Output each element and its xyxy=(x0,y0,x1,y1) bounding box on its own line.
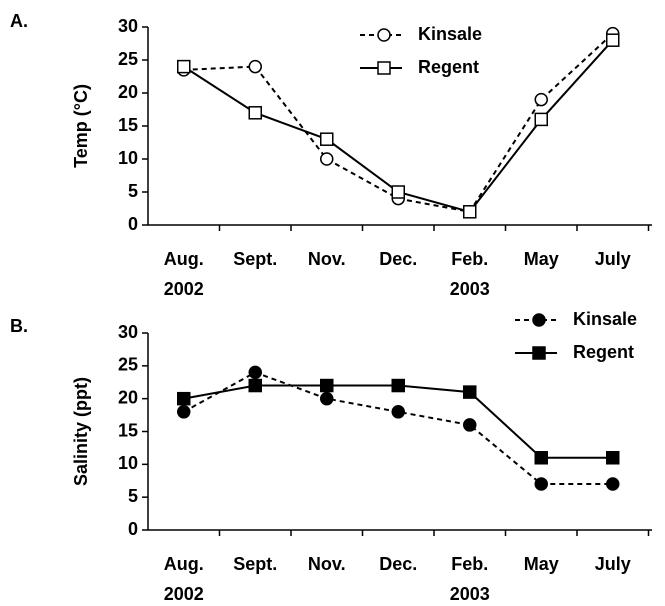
x-tick-label-line: 2003 xyxy=(450,279,490,299)
data-point xyxy=(320,391,334,406)
x-tick-label: May xyxy=(524,249,559,269)
data-point xyxy=(248,59,262,74)
y-tick-label: 30 xyxy=(118,322,138,342)
y-tick-label: 25 xyxy=(118,49,138,69)
y-tick-label: 5 xyxy=(128,486,138,506)
y-tick-label: 0 xyxy=(128,519,138,539)
data-point xyxy=(320,378,334,393)
x-tick-label: May xyxy=(524,554,559,574)
x-tick-label: July xyxy=(595,249,631,269)
y-tick-label: 20 xyxy=(118,82,138,102)
y-tick-label: 20 xyxy=(118,387,138,407)
data-point xyxy=(177,59,191,74)
data-point xyxy=(320,132,334,146)
data-point xyxy=(463,418,477,432)
x-tick-label-line: Aug. xyxy=(164,554,204,574)
x-tick-label: Dec. xyxy=(379,249,417,269)
x-tick-label: July xyxy=(595,554,631,574)
y-tick-label: 10 xyxy=(118,148,138,168)
x-tick-label: Feb. 2003 xyxy=(450,554,490,604)
x-tick-label-line: Aug. xyxy=(164,249,204,269)
x-tick-label-line: 2003 xyxy=(450,584,490,604)
legend-label: Regent xyxy=(418,57,479,77)
y-axis-label: Salinity (ppt) xyxy=(71,377,91,486)
data-point xyxy=(463,205,477,219)
x-tick-label: Feb. 2003 xyxy=(450,249,490,299)
x-tick-label: Nov. xyxy=(308,249,346,269)
data-point xyxy=(606,33,620,47)
data-point xyxy=(391,378,405,393)
data-point xyxy=(534,92,548,107)
data-point xyxy=(177,391,191,406)
data-point xyxy=(177,405,191,419)
x-tick-label-line: 2002 xyxy=(164,584,204,604)
y-tick-label: 25 xyxy=(118,355,138,375)
y-tick-label: 10 xyxy=(118,453,138,473)
data-point xyxy=(463,385,477,399)
data-point xyxy=(534,451,548,465)
x-tick-label-line: Feb. xyxy=(451,249,488,269)
y-tick-label: 30 xyxy=(118,16,138,36)
data-point xyxy=(391,405,405,419)
x-tick-label-line: Feb. xyxy=(451,554,488,574)
x-tick-label: Aug. 2002 xyxy=(164,554,204,604)
data-point xyxy=(534,477,548,491)
legend-marker xyxy=(377,61,391,75)
data-point xyxy=(606,477,620,491)
y-axis-label: Temp (°C) xyxy=(71,84,91,168)
x-tick-label: Nov. xyxy=(308,554,346,574)
legend-marker xyxy=(377,28,391,42)
legend-marker xyxy=(532,313,546,327)
legend-label: Kinsale xyxy=(573,309,637,329)
x-tick-label: Sept. xyxy=(233,249,277,269)
legend-label: Kinsale xyxy=(418,24,482,44)
data-point xyxy=(248,378,262,393)
legend-marker xyxy=(532,346,546,360)
data-point xyxy=(248,365,262,380)
data-point xyxy=(606,451,620,465)
data-point xyxy=(391,185,405,199)
y-tick-label: 0 xyxy=(128,214,138,234)
series-line xyxy=(183,384,613,459)
data-point xyxy=(320,152,334,166)
x-tick-label: Sept. xyxy=(233,554,277,574)
panel-label: A. xyxy=(10,11,28,31)
data-point xyxy=(248,106,262,120)
series-line xyxy=(183,32,614,213)
y-tick-label: 15 xyxy=(118,420,138,440)
x-tick-label-line: 2002 xyxy=(164,279,204,299)
x-tick-label: Aug. 2002 xyxy=(164,249,204,299)
panel-label: B. xyxy=(10,316,28,336)
data-point xyxy=(534,112,548,127)
legend-label: Regent xyxy=(573,342,634,362)
x-tick-label: Dec. xyxy=(379,554,417,574)
y-tick-label: 15 xyxy=(118,115,138,135)
y-tick-label: 5 xyxy=(128,181,138,201)
